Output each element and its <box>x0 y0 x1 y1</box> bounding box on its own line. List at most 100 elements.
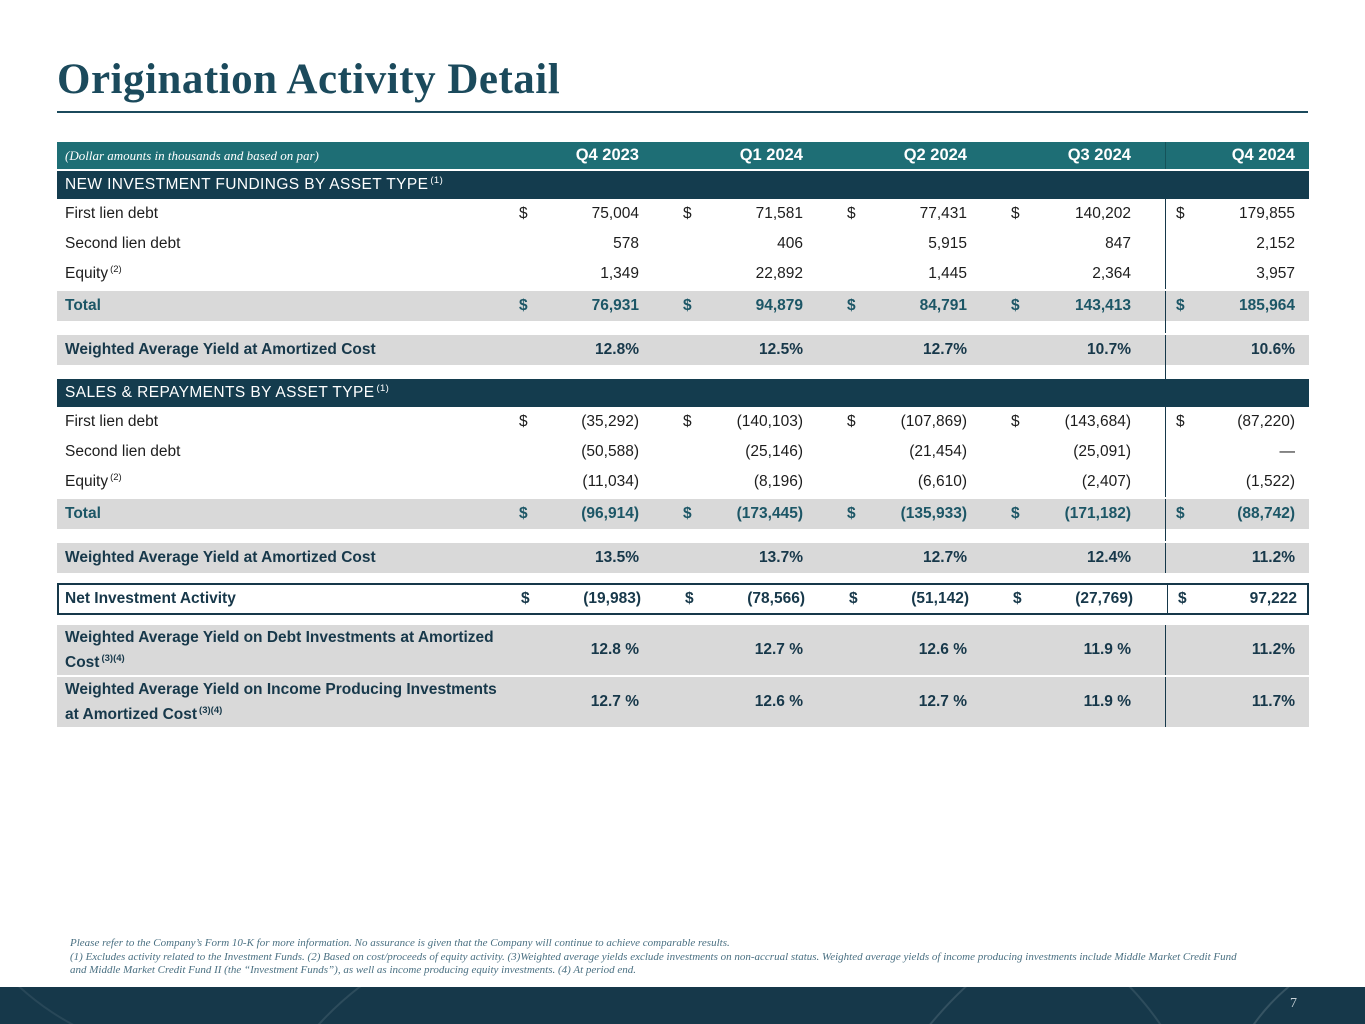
cell: $185,964 <box>1165 291 1309 321</box>
cell-value: 13.5% <box>595 549 639 566</box>
cell-value: 179,855 <box>1238 205 1295 222</box>
footnote-line: and Middle Market Credit Fund II (the “I… <box>70 964 636 976</box>
cell-value: 10.6% <box>1251 341 1295 358</box>
cell-value: (27,769) <box>1075 590 1133 607</box>
section-title: SALES & REPAYMENTS BY ASSET TYPE <box>65 384 375 402</box>
cell: 12.7% <box>837 335 1001 365</box>
cell: $179,855 <box>1165 199 1309 229</box>
cell-value: 13.7% <box>759 549 803 566</box>
cell-value: (51,142) <box>911 590 969 607</box>
dollar-sign: $ <box>1178 590 1187 607</box>
cell: $ (107,869) <box>837 407 1001 437</box>
row-label: First lien debt <box>65 205 159 223</box>
dollar-sign: $ <box>519 505 528 522</box>
table-row-second-lien-debt: Second lien debt (50,588) (25,146) (21,4… <box>57 437 1309 467</box>
cell: $ (78,566) <box>675 585 839 613</box>
cell: 11.2% <box>1165 625 1309 676</box>
cell-value: 94,879 <box>755 297 803 314</box>
dollar-sign: $ <box>685 590 694 607</box>
dollar-sign: $ <box>1176 413 1185 430</box>
row-label: Weighted Average Yield at Amortized Cost <box>65 549 376 566</box>
cell-value: 22,892 <box>755 265 803 282</box>
decorative-arcs <box>18 987 1291 1024</box>
cell-value: (107,869) <box>900 413 967 430</box>
cell: $ (171,182) <box>1001 499 1165 529</box>
cell-value: 12.7 % <box>590 693 639 711</box>
row-footnote-ref: (3)(4) <box>101 653 125 664</box>
section-footnote-ref: (1) <box>376 383 390 395</box>
cell-value: 12.8 % <box>590 641 639 659</box>
cell-value: 5,915 <box>928 235 967 252</box>
table-row-total-fundings: Total $76,931 $94,879 $84,791 $143,413 $… <box>57 291 1309 321</box>
cell: $ (19,983) <box>511 585 675 613</box>
quarter-header-q4-2024: Q4 2024 <box>1165 142 1309 169</box>
table-row-weighted-avg-yield-fundings: Weighted Average Yield at Amortized Cost… <box>57 335 1309 365</box>
cell-value: (171,182) <box>1064 505 1131 522</box>
quarter-header-q4-2023: Q4 2023 <box>575 146 639 164</box>
cell-value: — <box>1279 443 1296 460</box>
cell-value: 185,964 <box>1238 297 1295 314</box>
cell: 13.5% <box>509 543 673 573</box>
cell-value: 12.7% <box>923 341 967 358</box>
cell: $ (135,933) <box>837 499 1001 529</box>
cell: $ (35,292) <box>509 407 673 437</box>
cell: $ (51,142) <box>839 585 1003 613</box>
cell: (2,407) <box>1001 467 1165 497</box>
cell-value: 406 <box>777 235 803 252</box>
table-row-yield-income-producing: Weighted Average Yield on Income Produci… <box>57 677 1309 728</box>
cell: (21,454) <box>837 437 1001 467</box>
row-label: Second lien debt <box>65 443 181 461</box>
cell: 12.7 % <box>673 625 837 675</box>
table-row-total-sales: Total $ (96,914) $ (173,445) $ (135,933) $ (… <box>57 499 1309 529</box>
table-row-equity: Equity (2) 1,349 22,892 1,445 2,364 3,957 <box>57 259 1309 289</box>
cell-value: 11.2% <box>1251 641 1295 659</box>
cell-value: 75,004 <box>591 205 639 222</box>
dollar-sign: $ <box>1176 505 1185 522</box>
dollar-sign: $ <box>519 205 528 222</box>
cell: 12.7 % <box>509 677 673 727</box>
cell-value: 12.7 % <box>918 693 967 711</box>
cell: $ (140,103) <box>673 407 837 437</box>
page-number: 7 <box>1290 996 1297 1011</box>
cell-value: (25,091) <box>1073 443 1131 460</box>
cell-value: (87,220) <box>1237 413 1295 430</box>
cell-value: 12.7 % <box>754 641 803 659</box>
section-header-new-investment-fundings: NEW INVESTMENT FUNDINGS BY ASSET TYPE (1) <box>57 171 1309 199</box>
cell-value: (173,445) <box>736 505 803 522</box>
cell: — <box>1165 437 1309 467</box>
table-row-first-lien-debt: First lien debt $ (35,292) $ (140,103) $ (1… <box>57 407 1309 437</box>
dollar-sign: $ <box>683 205 692 222</box>
cell-value: (140,103) <box>736 413 803 430</box>
row-label: First lien debt <box>65 413 159 431</box>
row-label: Weighted Average Yield on Debt Investmen… <box>65 629 494 672</box>
cell: (25,146) <box>673 437 837 467</box>
cell: 12.6 % <box>837 625 1001 675</box>
cell-value: 847 <box>1105 235 1131 252</box>
dollar-sign: $ <box>849 590 858 607</box>
cell: 11.2% <box>1165 543 1309 573</box>
dollar-sign: $ <box>521 590 530 607</box>
cell-value: (25,146) <box>745 443 803 460</box>
footer-bar: 7 <box>0 987 1365 1024</box>
cell: 11.9 % <box>1001 677 1165 727</box>
cell: $71,581 <box>673 199 837 229</box>
dollar-sign: $ <box>847 505 856 522</box>
cell-value: (19,983) <box>583 590 641 607</box>
cell-value: 12.6 % <box>918 641 967 659</box>
spacer-row <box>57 365 1309 379</box>
row-label: Second lien debt <box>65 235 181 253</box>
row-label: Weighted Average Yield on Income Produci… <box>65 681 497 724</box>
cell-value: 11.2% <box>1251 549 1295 566</box>
cell-value: 71,581 <box>755 205 803 222</box>
section-header-sales-repayments: SALES & REPAYMENTS BY ASSET TYPE (1) <box>57 379 1309 407</box>
cell: 12.8% <box>509 335 673 365</box>
cell-value: 76,931 <box>591 297 639 314</box>
cell-value: 1,349 <box>600 265 639 282</box>
cell: (25,091) <box>1001 437 1165 467</box>
row-label: Total <box>65 297 101 314</box>
table-row-yield-debt-investments: Weighted Average Yield on Debt Investmen… <box>57 625 1309 676</box>
row-label: Equity <box>65 265 109 283</box>
cell-value: 140,202 <box>1074 205 1131 222</box>
cell: (11,034) <box>509 467 673 497</box>
